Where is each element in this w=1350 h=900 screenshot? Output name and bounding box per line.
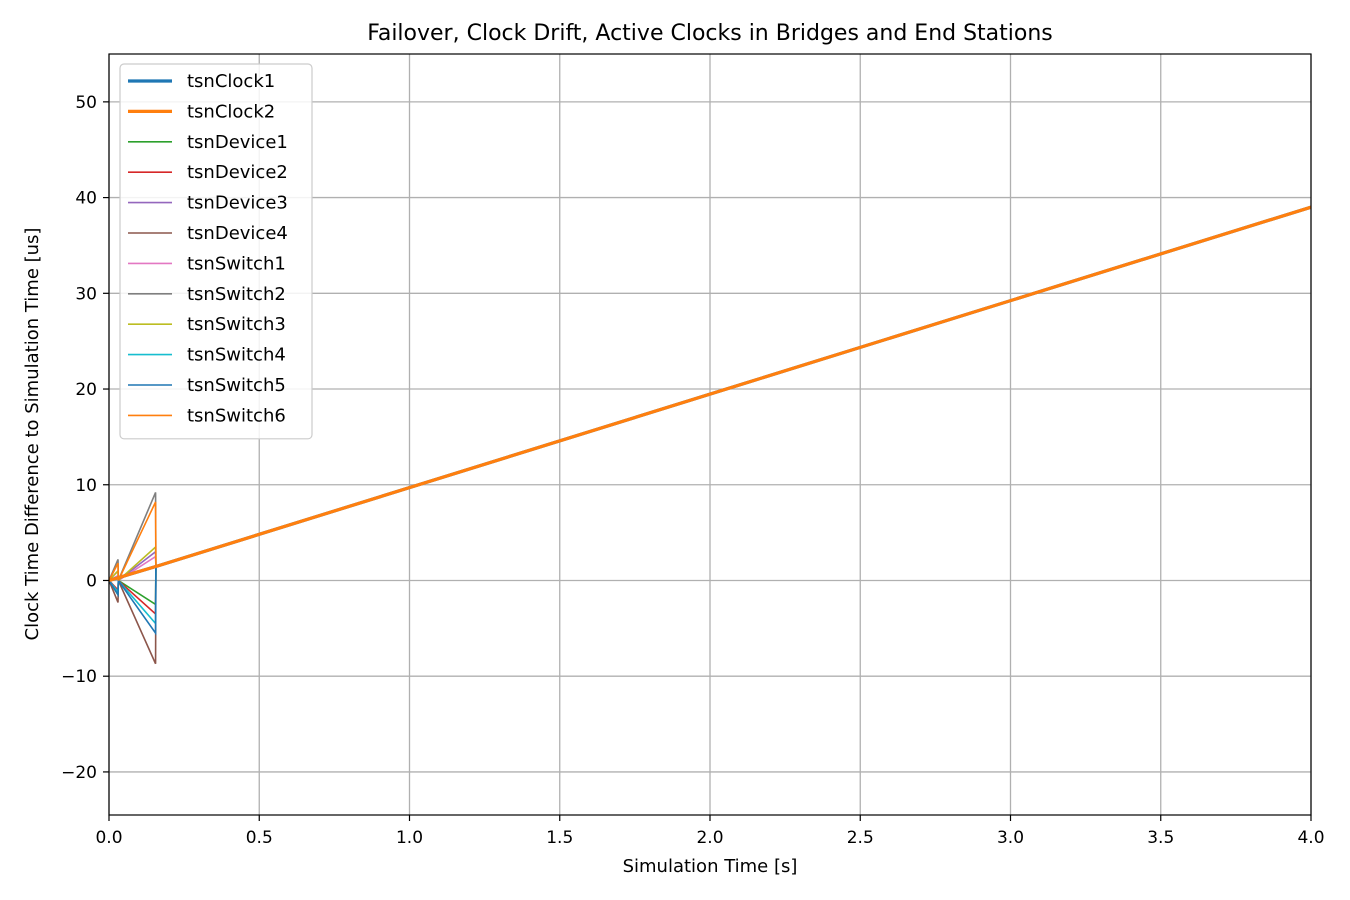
legend-label: tsnSwitch3 xyxy=(187,314,286,335)
y-axis-label: Clock Time Difference to Simulation Time… xyxy=(22,228,43,641)
x-tick-label: 4.0 xyxy=(1297,828,1324,848)
y-tick-label: 40 xyxy=(75,189,97,209)
chart-title: Failover, Clock Drift, Active Clocks in … xyxy=(367,21,1053,46)
x-tick-label: 1.0 xyxy=(396,828,423,848)
y-tick-label: 0 xyxy=(86,571,97,591)
legend-label: tsnSwitch6 xyxy=(187,405,286,426)
legend: tsnClock1 tsnClock2 tsnDevice1 tsnDevice2 ts… xyxy=(119,63,313,440)
legend-label: tsnDevice2 xyxy=(187,162,288,183)
y-tick-label: 20 xyxy=(75,380,97,400)
x-axis-label: Simulation Time [s] xyxy=(623,856,798,877)
x-tick-label: 0.0 xyxy=(95,828,122,848)
legend-label: tsnSwitch5 xyxy=(187,375,286,396)
legend-label: tsnSwitch4 xyxy=(187,345,286,366)
y-tick-label: 30 xyxy=(75,284,97,304)
series-layer xyxy=(108,205,1312,665)
legend-label: tsnDevice3 xyxy=(187,193,288,214)
x-tick-label: 3.0 xyxy=(997,828,1024,848)
series-line-tsnclock2 xyxy=(108,205,1312,583)
x-axis: 0.0 0.5 1.0 1.5 2.0 2.5 3.0 3.5 4.0 xyxy=(95,815,1325,848)
x-tick-label: 0.5 xyxy=(246,828,273,848)
y-tick-label: 50 xyxy=(75,93,97,113)
y-tick-label: −10 xyxy=(61,667,97,687)
x-tick-label: 1.5 xyxy=(546,828,573,848)
legend-label: tsnDevice4 xyxy=(187,223,288,244)
legend-label: tsnDevice1 xyxy=(187,132,288,153)
legend-label: tsnSwitch1 xyxy=(187,253,286,274)
x-tick-label: 3.5 xyxy=(1147,828,1174,848)
legend-box xyxy=(119,63,313,440)
x-tick-label: 2.5 xyxy=(847,828,874,848)
y-axis: −20 −10 0 10 20 30 40 50 xyxy=(61,93,109,783)
legend-label: tsnClock1 xyxy=(187,71,275,92)
x-tick-label: 2.0 xyxy=(696,828,723,848)
legend-label: tsnClock2 xyxy=(187,101,275,122)
legend-label: tsnSwitch2 xyxy=(187,284,286,305)
y-tick-label: 10 xyxy=(75,476,97,496)
y-tick-label: −20 xyxy=(61,763,97,783)
